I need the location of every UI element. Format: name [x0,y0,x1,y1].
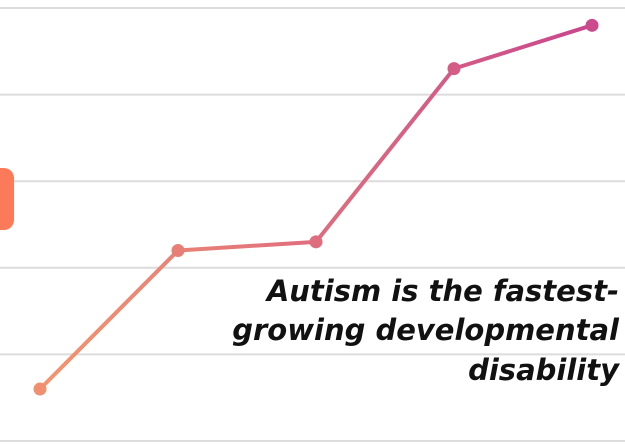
data-point [447,62,461,76]
caption-line-2: growing developmental [232,313,619,348]
data-point [309,235,323,249]
data-point [33,382,47,396]
data-point [585,18,599,32]
series-layer [33,18,599,396]
gridlines [0,7,625,442]
chart-caption: Autism is the fastest- growing developme… [149,272,619,390]
accent-shape [0,168,14,230]
data-point [171,243,185,257]
caption-line-3: disability [468,352,619,387]
caption-line-1: Autism is the fastest- [266,274,619,308]
